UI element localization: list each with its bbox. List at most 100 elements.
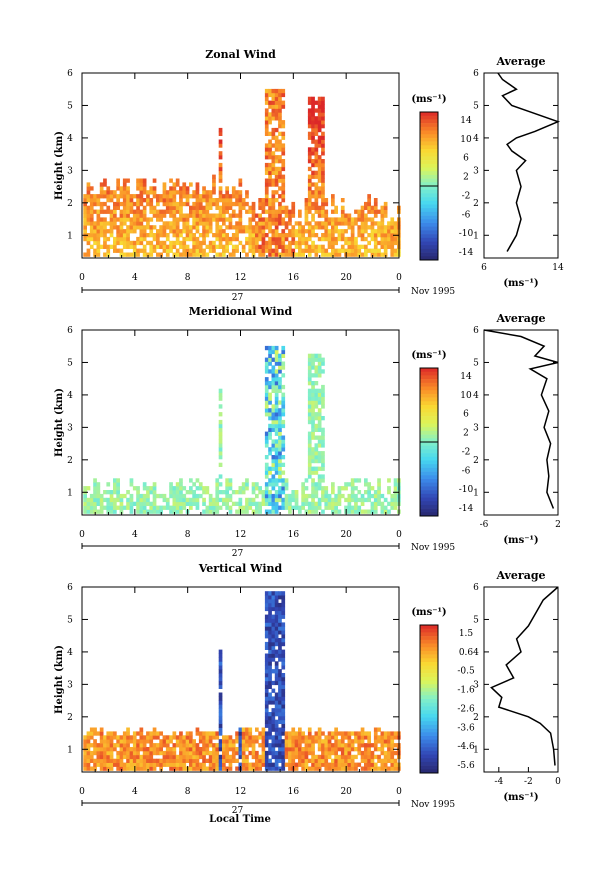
heatmap-cell xyxy=(311,147,315,152)
heatmap-cell xyxy=(347,236,352,242)
heatmap-cell xyxy=(311,427,315,432)
heatmap-cell xyxy=(380,236,385,242)
heatmap-cell xyxy=(334,501,338,506)
heatmap-cell xyxy=(86,754,91,760)
heatmap-cell xyxy=(317,190,322,195)
heatmap-cell xyxy=(179,240,183,246)
heatmap-cell xyxy=(274,653,279,658)
heatmap-cell xyxy=(231,213,236,218)
heatmap-cell xyxy=(136,501,140,506)
heatmap-cell xyxy=(264,509,269,514)
colorbar-segment xyxy=(420,412,438,417)
heatmap-cell xyxy=(331,244,335,249)
heatmap-cell xyxy=(284,754,289,760)
heatmap-cell xyxy=(129,501,134,506)
heatmap-cell xyxy=(152,762,157,767)
x-tick-label: 0 xyxy=(79,787,85,797)
heatmap-cell xyxy=(347,750,352,756)
y-axis-label: Height (km) xyxy=(54,388,65,457)
heatmap-cell xyxy=(222,252,226,257)
heatmap-cell xyxy=(179,486,183,491)
heatmap-cell xyxy=(324,248,329,253)
heatmap-cell xyxy=(271,194,276,199)
heatmap-cell xyxy=(86,198,91,203)
heatmap-cell xyxy=(172,762,177,767)
x-tick-label: 4 xyxy=(132,787,138,797)
heatmap-cell xyxy=(264,602,269,608)
heatmap-cell xyxy=(146,509,150,514)
heatmap-cell xyxy=(393,229,398,234)
heatmap-cell xyxy=(321,396,325,401)
heatmap-cell xyxy=(116,182,120,187)
colorbar-segment xyxy=(420,167,438,172)
heatmap-cell xyxy=(248,221,253,226)
heatmap-cell xyxy=(331,497,335,503)
heatmap-cell xyxy=(205,217,210,222)
colorbar-segment xyxy=(420,706,438,711)
heatmap-cell xyxy=(258,252,262,257)
heatmap-cell xyxy=(271,715,276,721)
heatmap-cell xyxy=(268,731,272,736)
heatmap-cell xyxy=(235,766,239,771)
heatmap-cell xyxy=(278,186,282,191)
heatmap-cell xyxy=(218,727,223,732)
heatmap-cell xyxy=(364,236,368,242)
heatmap-cell xyxy=(314,124,319,129)
heatmap-cell xyxy=(271,365,276,370)
heatmap-cell xyxy=(122,762,127,767)
heatmap-cell xyxy=(116,505,120,510)
heatmap-cell xyxy=(281,455,286,460)
heatmap-cell xyxy=(238,213,243,218)
heatmap-cell xyxy=(248,205,253,210)
heatmap-cell xyxy=(113,747,117,752)
y-tick-label: 3 xyxy=(67,423,73,433)
heatmap-cell xyxy=(357,750,362,756)
heatmap-cell xyxy=(99,501,104,506)
heatmap-cell xyxy=(208,194,213,199)
heatmap-cell xyxy=(288,750,292,756)
heatmap-cell xyxy=(264,381,269,386)
heatmap-cell xyxy=(96,198,101,203)
colorbar-segment xyxy=(420,434,438,439)
heatmap-cell xyxy=(258,236,262,242)
heatmap-cell xyxy=(268,151,272,156)
heatmap-cell xyxy=(185,739,190,744)
heatmap-cell xyxy=(149,735,154,740)
colorbar-segment xyxy=(420,193,438,198)
heatmap-cell xyxy=(116,762,120,767)
heatmap-cell xyxy=(364,217,368,222)
x-tick-label: 16 xyxy=(288,530,300,540)
heatmap-cell xyxy=(278,357,282,362)
heatmap-cell xyxy=(317,735,322,740)
heatmap-cell xyxy=(182,221,187,226)
heatmap-cell xyxy=(364,201,368,207)
heatmap-cell xyxy=(340,493,345,499)
colorbar-segment xyxy=(420,145,438,150)
colorbar-tick-label: -6 xyxy=(462,210,471,220)
heatmap-cell xyxy=(281,657,286,662)
heatmap-cell xyxy=(373,731,378,736)
heatmap-cell xyxy=(321,388,325,393)
heatmap-cell xyxy=(344,217,348,222)
heatmap-cell xyxy=(195,225,200,230)
heatmap-cell xyxy=(347,482,352,487)
heatmap-cell xyxy=(304,766,309,771)
heatmap-cell xyxy=(205,731,210,736)
heatmap-cell xyxy=(288,493,292,499)
heatmap-cell xyxy=(298,762,302,767)
heatmap-cell xyxy=(264,201,269,207)
heatmap-cell xyxy=(222,747,226,752)
heatmap-cell xyxy=(258,244,262,249)
heatmap-cell xyxy=(264,766,269,771)
heatmap-cell xyxy=(373,735,378,740)
heatmap-cell xyxy=(370,762,375,767)
heatmap-cell xyxy=(245,739,249,744)
heatmap-cell xyxy=(281,505,286,510)
heatmap-cell xyxy=(314,244,319,249)
heatmap-cell xyxy=(364,252,368,257)
heatmap-cell xyxy=(383,236,388,242)
heatmap-cell xyxy=(268,143,272,148)
heatmap-cell xyxy=(334,727,338,732)
heatmap-cell xyxy=(116,217,120,222)
heatmap-cell xyxy=(268,120,272,125)
